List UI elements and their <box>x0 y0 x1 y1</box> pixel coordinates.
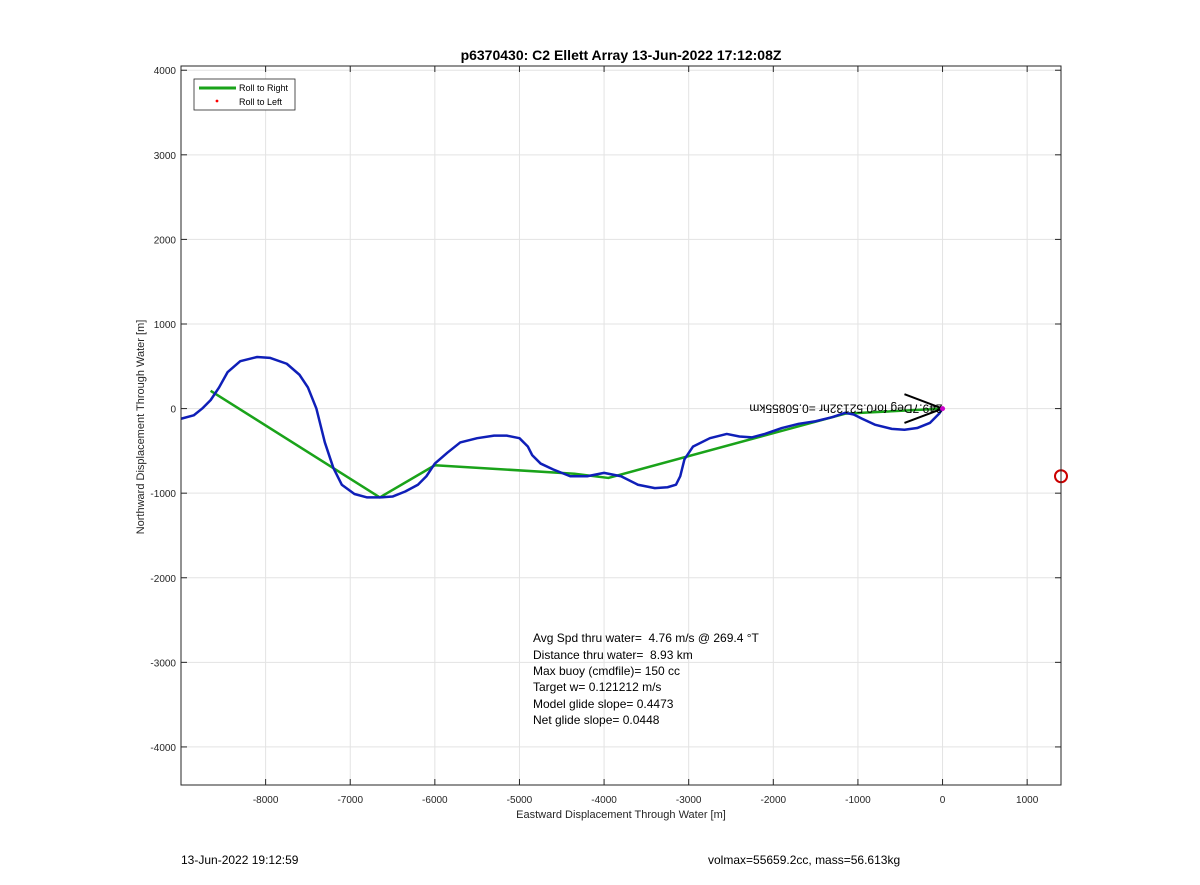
chart-title: p6370430: C2 Ellett Array 13-Jun-2022 17… <box>461 47 782 63</box>
x-tick-label: -2000 <box>761 795 787 806</box>
origin-marker <box>940 406 946 412</box>
stat-target-w: Target w= 0.121212 m/s <box>533 680 661 694</box>
y-tick-label: -1000 <box>150 489 176 500</box>
heading-annotation: 249.7Deg for0.52132hr =0.50855km <box>749 402 942 416</box>
series-layer: 249.7Deg for0.52132hr =0.50855km <box>180 355 1068 499</box>
stat-net-glide-slope: Net glide slope= 0.0448 <box>533 713 660 727</box>
x-tick-label: -6000 <box>422 795 448 806</box>
y-tick-label: 4000 <box>154 66 177 77</box>
x-tick-label: -3000 <box>676 795 702 806</box>
footer-volmax-mass: volmax=55659.2cc, mass=56.613kg <box>708 853 901 867</box>
ticks: -8000 -7000 -6000 -5000 -4000 -3000 -2000 -1000… <box>150 66 1061 806</box>
x-tick-label: 1000 <box>1016 795 1039 806</box>
x-tick-label: -5000 <box>507 795 533 806</box>
y-tick-label: 0 <box>170 405 176 416</box>
stat-model-glide-slope: Model glide slope= 0.4473 <box>533 697 674 711</box>
stat-avg-speed: Avg Spd thru water= 4.76 m/s @ 269.4 °T <box>533 631 760 645</box>
x-axis-label: Eastward Displacement Through Water [m] <box>516 809 726 821</box>
y-tick-label: -2000 <box>150 574 176 585</box>
stat-distance: Distance thru water= 8.93 km <box>533 648 693 662</box>
legend-roll-left-swatch <box>215 99 219 103</box>
y-axis-label: Northward Displacement Through Water [m] <box>135 320 147 535</box>
legend: Roll to Right Roll to Left <box>193 78 296 111</box>
y-tick-label: 2000 <box>154 235 177 246</box>
y-tick-label: 3000 <box>154 151 177 162</box>
stat-max-buoy: Max buoy (cmdfile)= 150 cc <box>533 664 680 678</box>
stats-block: Avg Spd thru water= 4.76 m/s @ 269.4 °T … <box>533 631 760 727</box>
y-tick-label: -4000 <box>150 743 176 754</box>
grid <box>181 66 1061 785</box>
legend-roll-left-label: Roll to Left <box>239 97 283 107</box>
x-tick-label: -1000 <box>845 795 871 806</box>
series-trajectory <box>180 355 944 499</box>
y-tick-label: 1000 <box>154 320 177 331</box>
x-tick-label: -4000 <box>591 795 617 806</box>
x-tick-label: 0 <box>940 795 946 806</box>
y-tick-label: -3000 <box>150 658 176 669</box>
x-tick-label: -8000 <box>253 795 279 806</box>
legend-roll-right-label: Roll to Right <box>239 83 289 93</box>
footer-timestamp: 13-Jun-2022 19:12:59 <box>181 853 299 867</box>
x-tick-label: -7000 <box>337 795 363 806</box>
axes-box <box>180 65 1062 786</box>
